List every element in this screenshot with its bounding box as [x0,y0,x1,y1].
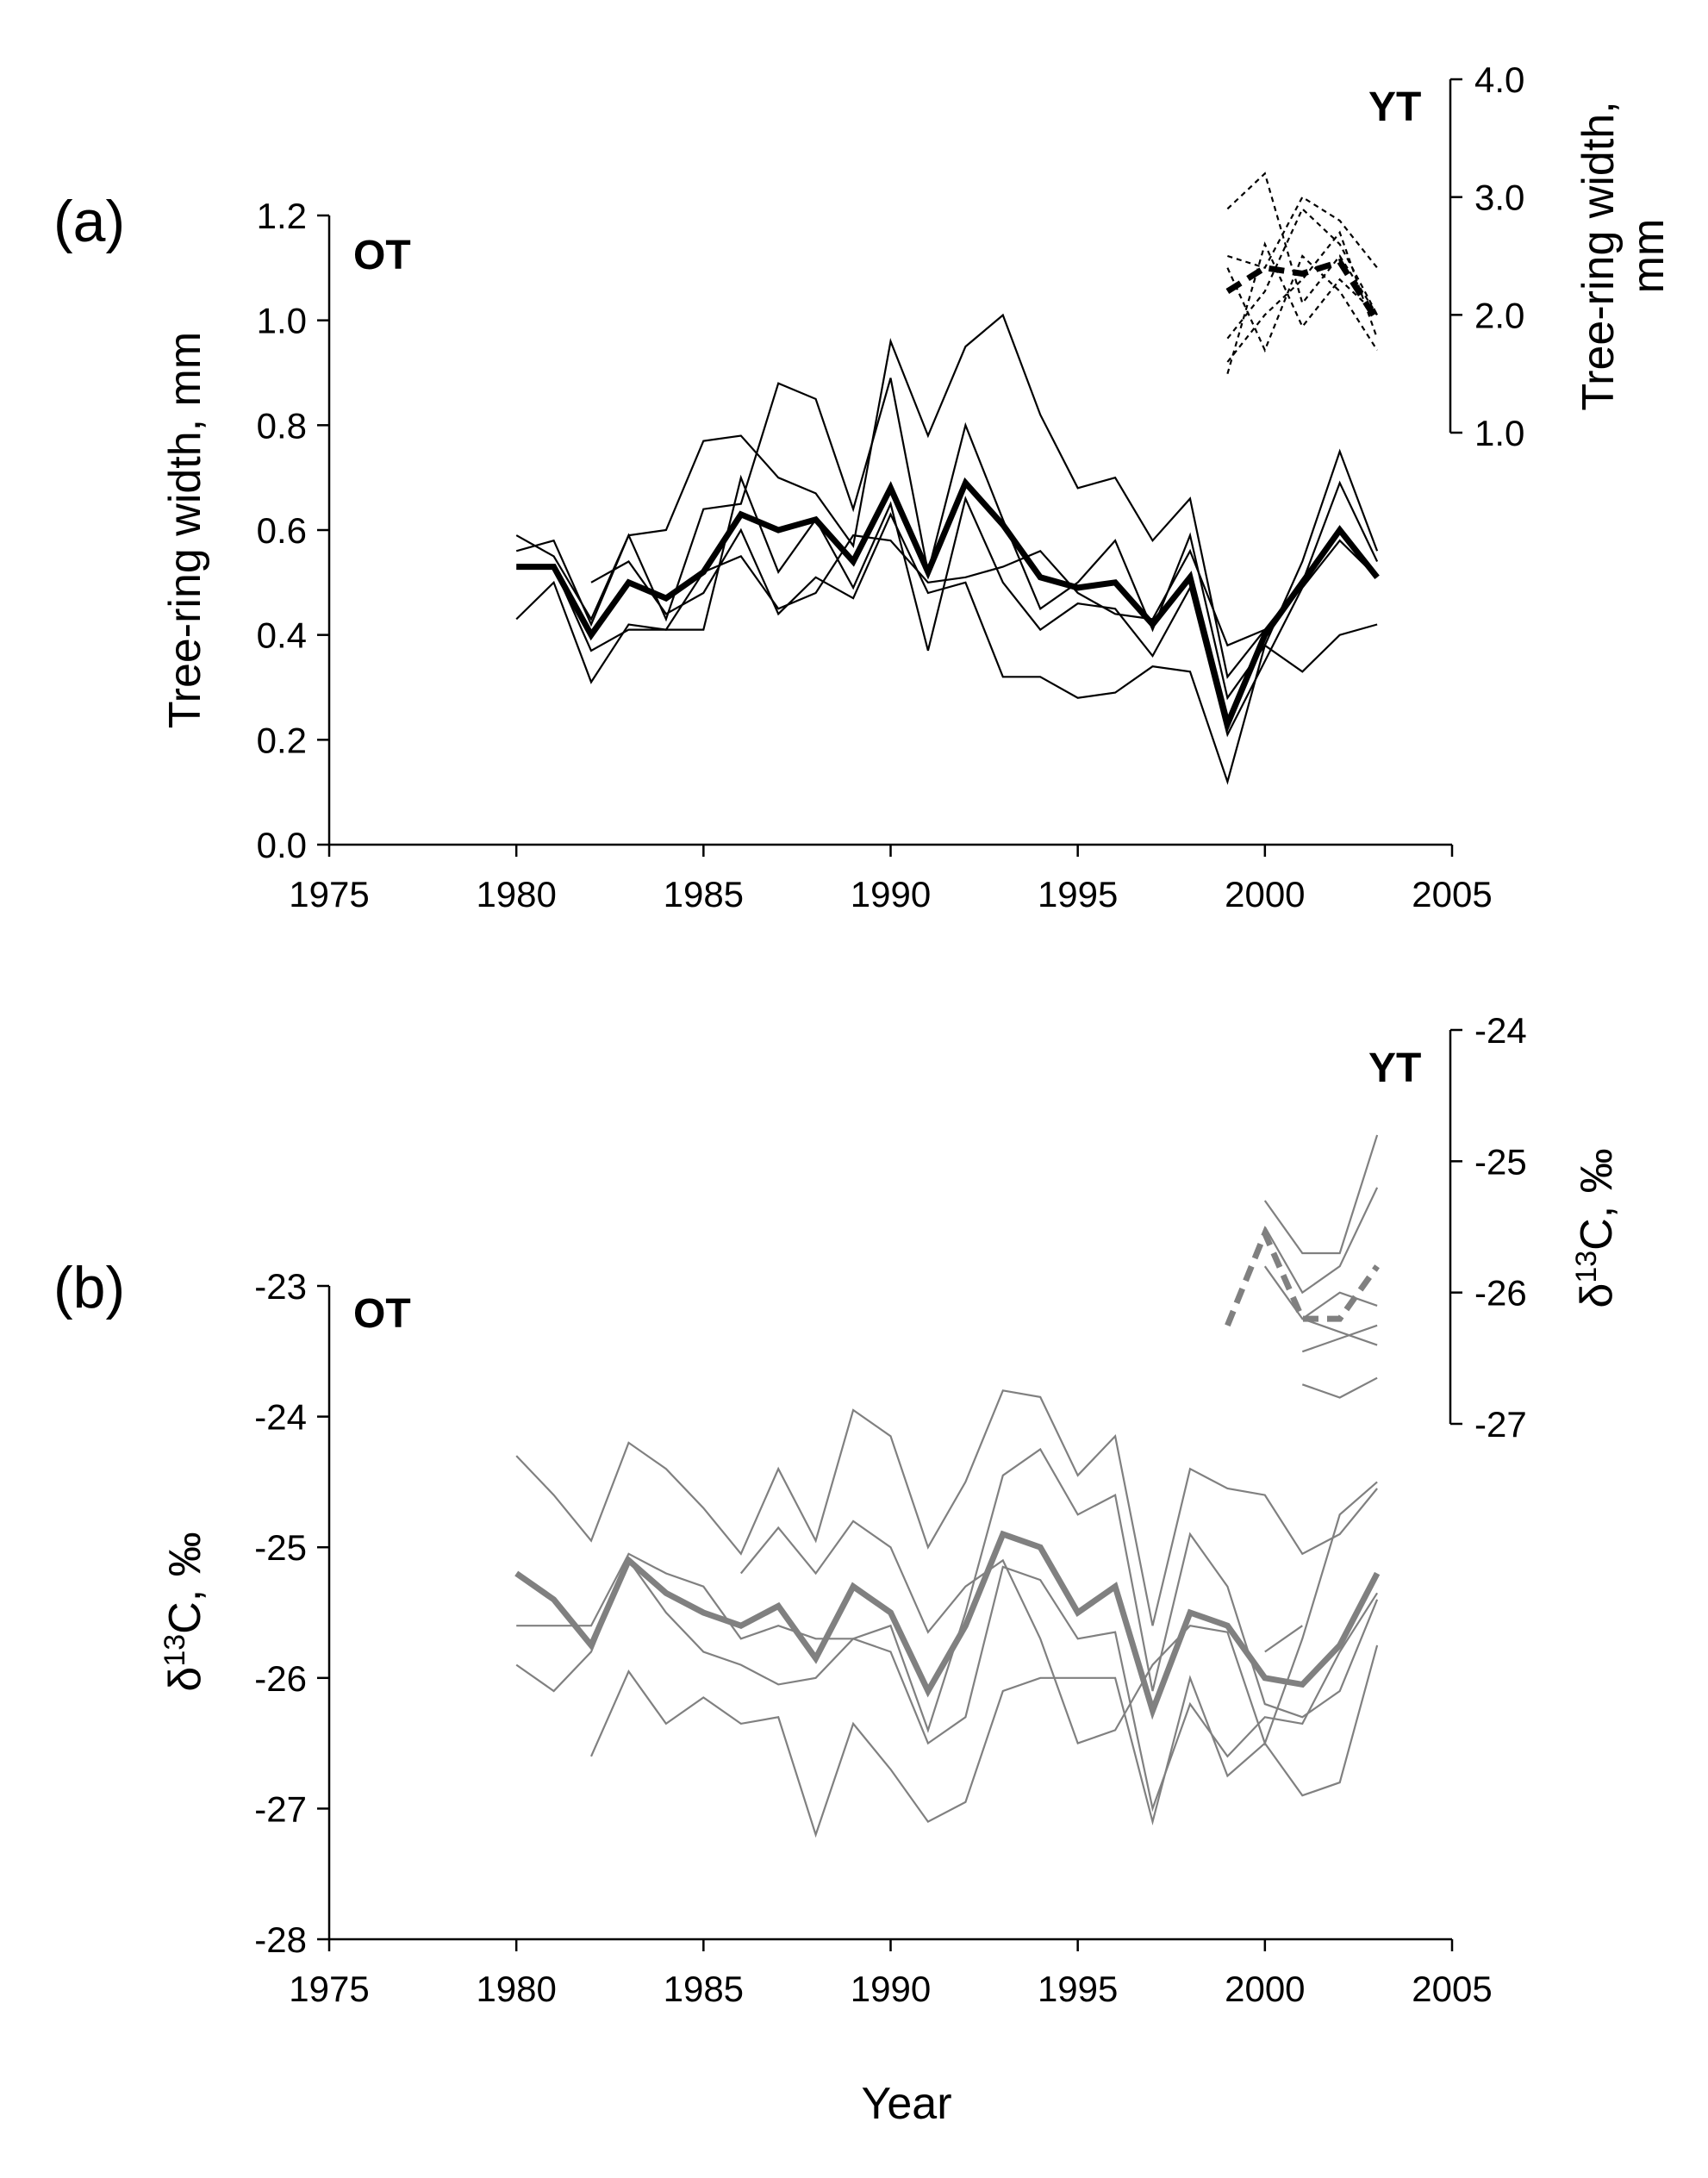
x-tick-label: 1995 [1038,1969,1118,2009]
inset-series-line-tree-2 [1263,1187,1379,1295]
series-line-mean [514,1530,1381,1720]
y-tick-label: 1.2 [257,196,307,236]
panel-b-y-title-suffix: C, ‰ [160,1532,210,1633]
inset-y-tick-label: -26 [1474,1273,1527,1314]
x-tick-label: 1975 [289,874,369,914]
y-tick-label: 0.0 [257,825,307,865]
inset-y-tick-label: 1.0 [1474,413,1524,453]
x-tick-label: 1985 [664,1969,744,2009]
panel-b-y-title-prefix: δ [160,1667,210,1692]
inset-series-line-mean [1225,258,1381,323]
inset-series-line-tree-6 [1301,1376,1378,1399]
x-tick-label: 1990 [851,1969,931,2009]
panel-a-x-ticks: 1975 1980 1985 1990 1995 2000 2005 [289,845,1493,914]
panel-b: (b) OT YT -28 -27 -26 -25 -24 -23 1975 1980 198… [53,1010,1622,2129]
panel-b-inset-y-title: δ13C, ‰ [1570,1148,1622,1307]
panel-a-inset-series [1225,172,1381,375]
x-tick-label: 1985 [664,874,744,914]
inset-y-tick-label: 3.0 [1474,178,1524,218]
inset-series-line-tree-5 [1226,254,1379,353]
series-line-tree-3 [515,474,1378,738]
series-line-tree-6 [1264,1625,1303,1653]
series-line-tree-4 [590,512,1378,785]
y-tick-label: -28 [254,1919,307,1960]
inset-series-line-tree-4 [1301,1318,1378,1346]
inset-series-line-tree-2 [1226,172,1379,315]
series-line-tree-1 [515,313,1379,679]
panel-b-y-title-sup: 13 [159,1634,191,1667]
panel-a-y-ticks: 0.0 0.2 0.4 0.6 0.8 1.0 1.2 [257,196,329,865]
panel-a-inset-y-title-line2: mm [1624,219,1674,294]
inset-series-line-tree-4 [1226,230,1379,363]
inset-series-line-tree-3 [1263,1265,1378,1320]
inset-y-tick-label: -24 [1474,1010,1527,1051]
panel-b-inset-y-title-sup: 13 [1570,1251,1603,1283]
panel-b-y-axis-title: δ13C, ‰ [159,1532,210,1691]
panel-b-inset-y-title-suffix: C, ‰ [1572,1148,1622,1250]
panel-a: (a) OT YT 0.0 0.2 0.4 0.6 0.8 1.0 1.2 1975 1980… [53,59,1674,914]
x-tick-label: 2005 [1412,874,1492,914]
inset-y-tick-label: -25 [1474,1141,1527,1182]
panel-a-inset-y-ticks: 1.0 2.0 3.0 4.0 [1450,59,1524,453]
panel-b-site-inset: YT [1368,1045,1421,1091]
panel-b-y-ticks: -28 -27 -26 -25 -24 -23 [254,1266,329,1960]
y-tick-label: -27 [254,1788,307,1829]
series-line-tree-1 [515,1389,1378,1626]
y-tick-label: -24 [254,1397,307,1438]
y-tick-label: -26 [254,1658,307,1699]
panel-b-inset-y-ticks: -27 -26 -25 -24 [1450,1010,1527,1445]
y-tick-label: 0.4 [257,615,307,656]
x-tick-label: 1980 [476,874,556,914]
panel-b-inset-series [1225,1134,1380,1399]
panel-a-series [515,313,1380,785]
series-line-tree-2 [516,1447,1379,1733]
y-tick-label: -23 [254,1266,307,1307]
x-tick-label: 1980 [476,1969,556,2009]
inset-series-line-tree-1 [1263,1134,1379,1255]
panel-b-inset-y-title-prefix: δ [1572,1283,1622,1308]
inset-series-line-mean [1225,1226,1380,1327]
inset-series-line-tree-6 [1226,241,1378,375]
y-tick-label: -25 [254,1527,307,1568]
inset-y-tick-label: 2.0 [1474,295,1524,335]
x-tick-label: 1975 [289,1969,369,2009]
x-axis-title: Year [861,2079,951,2129]
panel-a-inset-y-title-line1: Tree-ring width, [1574,101,1624,410]
series-line-tree-5 [739,1481,1378,1746]
x-tick-label: 2000 [1225,874,1305,914]
panel-a-site-inset: YT [1368,84,1421,130]
panel-a-label: (a) [53,189,125,254]
inset-y-tick-label: 4.0 [1474,59,1524,100]
y-tick-label: 0.8 [257,405,307,446]
series-line-tree-3 [515,1558,1379,1813]
series-line-mean [516,477,1380,734]
inset-series-line-tree-1 [1227,196,1378,270]
y-tick-label: 0.6 [257,510,307,551]
y-tick-label: 0.2 [257,720,307,760]
inset-y-tick-label: -27 [1474,1404,1527,1445]
x-tick-label: 1995 [1038,874,1118,914]
panel-a-y-axis-title: Tree-ring width, mm [160,332,210,728]
series-line-tree-4 [589,1644,1379,1838]
panel-b-label: (b) [53,1255,125,1320]
y-tick-label: 1.0 [257,301,307,341]
x-tick-label: 1990 [851,874,931,914]
panel-b-series [514,1389,1381,1838]
x-tick-label: 2005 [1412,1969,1492,2009]
panel-b-site-main: OT [353,1291,411,1337]
x-tick-label: 2000 [1225,1969,1305,2009]
panel-b-x-ticks: 1975 1980 1985 1990 1995 2000 2005 [289,1939,1493,2009]
inset-series-line-tree-5 [1301,1324,1378,1353]
panel-a-site-main: OT [353,233,411,278]
